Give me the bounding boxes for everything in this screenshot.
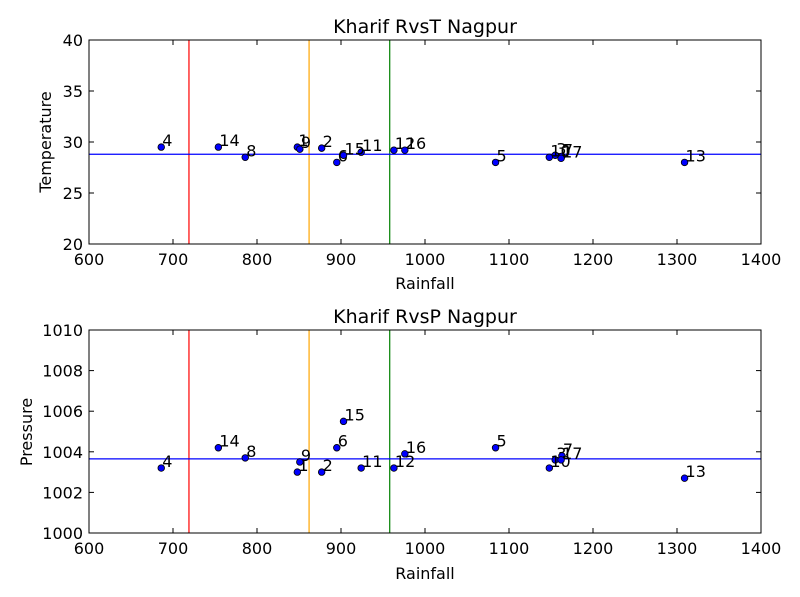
x-tick-label: 600 [74,539,105,558]
y-tick-label: 35 [63,82,83,101]
point-label-17: 17 [562,444,582,463]
x-tick-label: 800 [242,250,273,269]
x-tick-label: 800 [242,539,273,558]
data-point-5 [491,158,500,167]
point-label-14: 14 [219,131,239,150]
y-tick-label: 1008 [42,362,83,381]
x-tick-label: 1000 [405,250,446,269]
data-point-11 [357,464,365,472]
y-axis-label: Pressure [17,398,36,466]
data-point-16 [401,146,409,154]
point-label-13: 13 [686,146,706,165]
data-point-1 [293,468,302,476]
chart-pressure: Kharif RvsP Nagpur Rainfall Pressure 123… [17,306,781,583]
y-tick-label: 30 [63,133,83,152]
data-point-4 [157,143,165,151]
point-label-16: 16 [406,134,426,153]
data-point-6 [333,158,341,167]
y-tick-label: 40 [63,31,83,50]
data-point-5 [491,444,500,452]
point-label-5: 5 [497,146,507,165]
data-point-12 [390,464,398,472]
x-axis-label: Rainfall [395,274,454,293]
data-point-8 [241,454,249,462]
data-point-2 [317,468,326,476]
x-tick-label: 1400 [741,250,782,269]
point-label-15: 15 [345,405,365,424]
point-label-9: 9 [301,446,311,465]
x-tick-label: 1200 [573,250,614,269]
data-point-13 [680,158,689,167]
y-tick-label: 20 [63,235,83,254]
x-tick-label: 900 [326,539,357,558]
point-label-7: 7 [563,140,573,159]
x-tick-label: 1400 [741,539,782,558]
point-label-4: 4 [162,452,172,471]
point-label-11: 11 [362,452,382,471]
y-axis-label: Temperature [36,91,55,193]
x-tick-label: 600 [74,250,105,269]
data-point-14 [214,143,223,151]
point-label-6: 6 [338,432,348,451]
x-tick-label: 1200 [573,539,614,558]
point-label-5: 5 [497,432,507,451]
data-point-16 [401,450,409,458]
x-tick-label: 900 [326,250,357,269]
point-label-3: 3 [556,139,566,158]
x-tick-label: 1100 [489,250,530,269]
point-label-7: 7 [563,440,573,459]
point-label-17: 17 [562,142,582,161]
point-label-12: 12 [395,452,415,471]
point-label-1: 1 [298,456,308,475]
chart-temperature: Kharif RvsT Nagpur Rainfall Temperature … [36,16,781,293]
data-point-10 [545,153,554,161]
data-point-11 [357,148,365,156]
point-label-2: 2 [323,456,333,475]
y-tick-label: 1010 [42,321,83,340]
data-point-12 [390,146,398,154]
data-point-9 [296,145,304,153]
point-label-14: 14 [219,432,239,451]
point-label-15: 15 [345,139,365,158]
data-point-17 [557,154,565,163]
point-label-1: 1 [298,131,308,150]
point-label-8: 8 [246,442,256,461]
point-label-10: 10 [550,141,570,160]
point-label-4: 4 [162,131,172,150]
point-label-8: 8 [246,141,256,160]
data-point-8 [241,153,249,161]
point-label-13: 13 [686,462,706,481]
x-tick-label: 1000 [405,539,446,558]
data-point-9 [296,458,304,466]
chart-title: Kharif RvsP Nagpur [333,306,517,328]
x-tick-label: 1300 [657,539,698,558]
data-point-2 [317,144,326,152]
data-point-13 [680,474,689,482]
y-tick-label: 1002 [42,483,83,502]
point-label-11: 11 [362,136,382,155]
y-tick-label: 1000 [42,524,83,543]
point-label-2: 2 [323,132,333,151]
y-tick-label: 1006 [42,402,83,421]
x-tick-label: 700 [158,250,189,269]
data-point-15 [339,417,348,426]
data-point-10 [545,464,554,472]
x-tick-label: 1100 [489,539,530,558]
chart-title: Kharif RvsT Nagpur [333,16,517,38]
data-point-17 [557,456,565,464]
x-tick-label: 700 [158,539,189,558]
point-label-16: 16 [406,438,426,457]
data-point-4 [157,464,165,472]
point-label-12: 12 [395,134,415,153]
y-tick-label: 25 [63,184,83,203]
data-point-15 [339,151,348,159]
x-tick-label: 1300 [657,250,698,269]
point-label-9: 9 [301,133,311,152]
y-tick-label: 1004 [42,443,83,462]
data-point-14 [214,444,223,452]
data-point-6 [333,444,341,452]
x-axis-label: Rainfall [395,564,454,583]
